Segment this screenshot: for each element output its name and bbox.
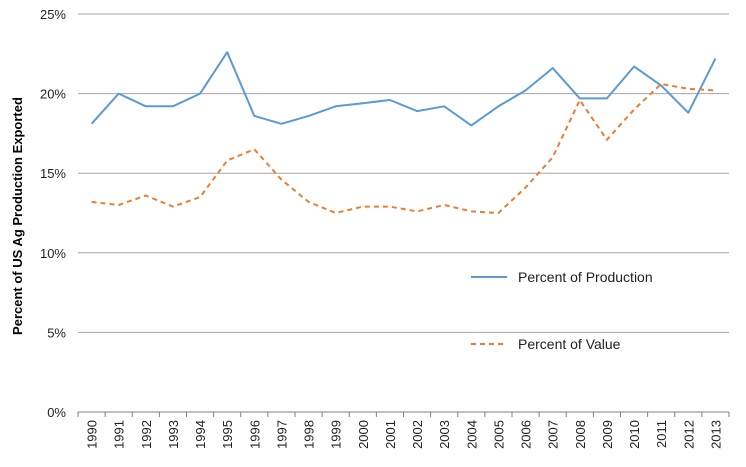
series-lines [90, 51, 717, 214]
x-tick-label: 2003 [437, 420, 452, 449]
legend-label: Percent of Value [518, 336, 621, 352]
x-tick-label: 2010 [627, 420, 642, 449]
y-tick-label: 20% [40, 87, 66, 102]
x-tick-label: 2001 [383, 420, 398, 449]
x-axis-ticks: 1990 1991 1992 1993 1994 1995 1996 1997 1998 1999… [85, 420, 724, 449]
x-tick-label: 2013 [708, 420, 723, 449]
x-tick-label: 2005 [491, 420, 506, 449]
x-tick-label: 1999 [329, 420, 344, 449]
x-tick-label: 1994 [193, 420, 208, 449]
y-tick-label: 10% [40, 246, 66, 261]
y-tick-label: 0% [47, 405, 66, 420]
series-line-percent-of-production [90, 51, 717, 127]
y-axis-label: Percent of US Ag Production Exported [10, 97, 25, 335]
x-tick-label: 2000 [356, 420, 371, 449]
y-tick-label: 5% [47, 325, 66, 340]
x-tick-label: 2012 [681, 420, 696, 449]
x-tick-label: 1996 [247, 420, 262, 449]
x-tick-label: 1991 [112, 420, 127, 449]
gridlines [78, 13, 729, 333]
x-tick-label: 2002 [410, 420, 425, 449]
x-tick-label: 1990 [85, 420, 100, 449]
x-tick-label: 1995 [220, 420, 235, 449]
x-tick-label: 2006 [519, 420, 534, 449]
x-tick-label: 1998 [302, 420, 317, 449]
legend: Percent of Production Percent of Value [471, 269, 653, 352]
y-axis-ticks: 0% 5% 10% 15% 20% 25% [40, 7, 66, 420]
x-tick-label: 2007 [546, 420, 561, 449]
x-tick-label: 1997 [274, 420, 289, 449]
x-tick-label: 1993 [166, 420, 181, 449]
x-tick-label: 2009 [600, 420, 615, 449]
x-tick-label: 1992 [139, 420, 154, 449]
x-axis [77, 411, 730, 417]
x-tick-label: 2008 [573, 420, 588, 449]
series-line-percent-of-value [91, 83, 716, 214]
legend-label: Percent of Production [518, 269, 653, 285]
x-tick-label: 2004 [464, 420, 479, 449]
x-tick-label: 2011 [654, 420, 669, 448]
y-tick-label: 15% [40, 166, 66, 181]
y-tick-label: 25% [40, 7, 66, 22]
